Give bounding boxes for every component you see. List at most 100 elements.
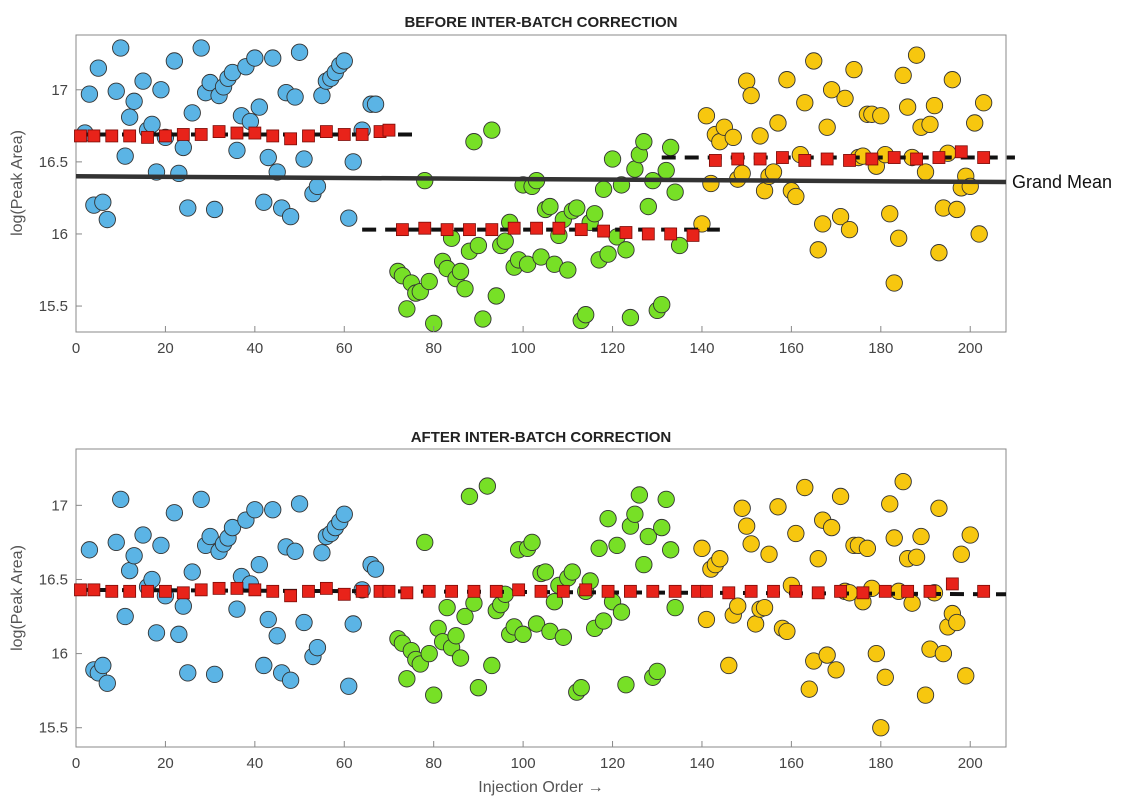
batch-mean-marker (141, 584, 154, 598)
scatter-point (246, 49, 264, 67)
scatter-point (635, 133, 653, 151)
batch-mean-marker (820, 152, 834, 166)
scatter-point (456, 607, 474, 626)
scatter-point (974, 94, 993, 112)
scatter-point (223, 518, 242, 537)
batch-mean-marker (932, 151, 946, 164)
scatter-point (264, 501, 282, 519)
scatter-point (465, 133, 483, 151)
scatter-point (831, 487, 850, 506)
batch-mean-marker (552, 221, 566, 235)
scatter-point (340, 677, 358, 695)
batch-mean-marker (731, 152, 745, 166)
scatter-point (742, 535, 760, 553)
scatter-point (653, 295, 671, 314)
scatter-point (116, 147, 134, 165)
batch-mean-marker (302, 129, 315, 143)
scatter-point (313, 86, 331, 105)
scatter-point (617, 676, 635, 694)
scatter-point (438, 598, 456, 617)
scatter-point (930, 244, 948, 262)
scatter-point (872, 107, 890, 125)
scatter-point (916, 686, 935, 704)
batch-mean-marker (923, 584, 937, 598)
batch-mean-marker (176, 128, 190, 141)
scatter-point (308, 639, 327, 657)
scatter-point (599, 510, 617, 528)
scatter-point (179, 664, 197, 682)
batch-mean-marker (887, 151, 901, 164)
scatter-point (594, 180, 613, 198)
batch-mean-marker (400, 586, 414, 600)
scatter-point (805, 52, 823, 70)
batch-mean-marker (418, 221, 432, 235)
batch-mean-marker (422, 584, 436, 598)
scatter-point (755, 598, 774, 617)
scatter-point (890, 229, 908, 247)
scatter-point (809, 550, 827, 568)
x-axis-label: Injection Order → (478, 779, 603, 796)
batch-mean-marker (337, 128, 351, 141)
batch-mean-marker (954, 145, 968, 159)
y-axis-label: log(Peak Area) (9, 545, 26, 651)
y-tick-label: 17 (51, 497, 68, 514)
batch-mean-marker (646, 584, 660, 598)
scatter-point (666, 598, 684, 617)
scatter-point (98, 210, 116, 229)
scatter-point (94, 656, 112, 675)
scatter-point (948, 200, 966, 219)
batch-mean-marker (753, 152, 767, 166)
scatter-point (898, 98, 917, 116)
scatter-point (657, 161, 675, 180)
scatter-point (451, 649, 470, 667)
scatter-point (639, 527, 657, 546)
batch-mean-marker (302, 584, 315, 598)
scatter-point (451, 262, 470, 281)
scatter-point (970, 225, 988, 243)
x-tick-label: 140 (689, 340, 714, 357)
batch-mean-marker (123, 584, 137, 598)
scatter-point (702, 174, 720, 193)
marks-layer (74, 39, 1015, 332)
scatter-point (398, 300, 416, 318)
scatter-point (460, 487, 479, 506)
batch-mean-marker (556, 584, 570, 598)
x-tick-label: 20 (157, 755, 174, 772)
scatter-point (483, 121, 501, 139)
y-tick-label: 16 (51, 226, 68, 243)
scatter-point (183, 563, 201, 581)
scatter-point (733, 499, 751, 517)
scatter-point (344, 615, 362, 633)
scatter-point (478, 477, 496, 495)
scatter-point (818, 646, 836, 664)
batch-mean-marker (530, 221, 543, 235)
scatter-point (630, 486, 649, 504)
scatter-point (952, 545, 970, 563)
batch-mean-marker (74, 129, 87, 143)
grand-mean-line (75, 174, 1007, 185)
scatter-point (885, 529, 903, 547)
batch-mean-marker (878, 584, 892, 598)
scatter-point (192, 490, 210, 509)
scatter-point (335, 52, 353, 70)
x-tick-label: 180 (868, 755, 893, 772)
scatter-point (259, 148, 277, 167)
batch-mean-marker (767, 584, 780, 598)
batch-mean-marker (284, 589, 298, 603)
scatter-point (469, 679, 488, 697)
batch-mean-marker (266, 129, 280, 143)
scatter-point (738, 72, 756, 90)
batch-mean-marker (619, 226, 633, 239)
batch-mean-marker (159, 584, 172, 598)
scatter-point (894, 66, 912, 85)
x-tick-label: 80 (425, 340, 442, 357)
scatter-point (881, 205, 899, 223)
scatter-point (577, 306, 595, 324)
scatter-point (496, 232, 514, 250)
scatter-point (720, 656, 738, 675)
scatter-point (80, 85, 99, 103)
scatter-point (250, 98, 268, 116)
scatter-point (894, 472, 912, 491)
scatter-point (845, 60, 863, 79)
batch-mean-marker (87, 129, 101, 143)
